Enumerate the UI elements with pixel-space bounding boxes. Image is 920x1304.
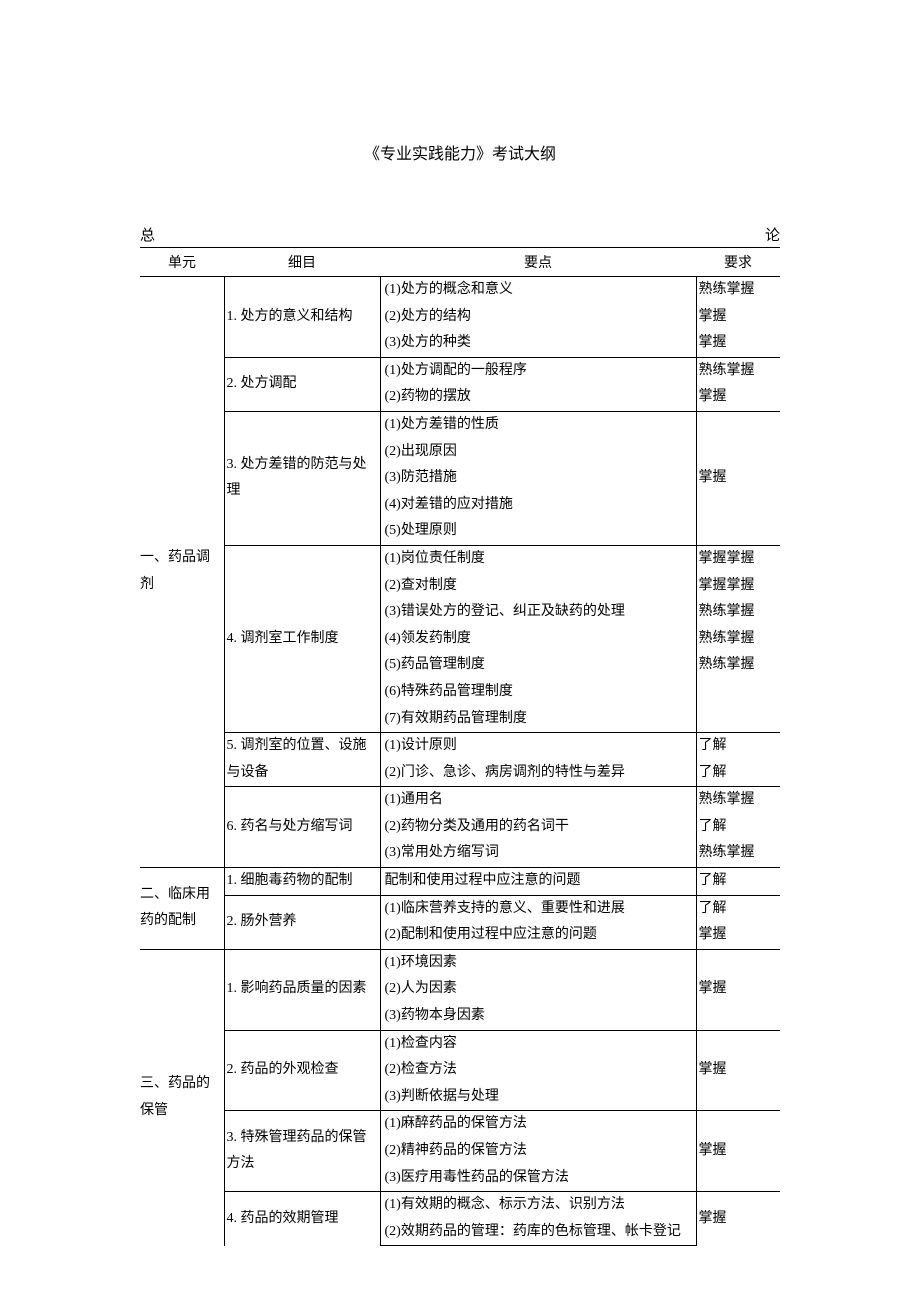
req-cell: 掌握掌握	[696, 573, 780, 600]
point-cell: (2)查对制度	[380, 573, 696, 600]
point-cell: (2)人为因素	[380, 976, 696, 1003]
req-cell	[696, 679, 780, 706]
point-cell: (5)药品管理制度	[380, 652, 696, 679]
point-cell: (1)临床营养支持的意义、重要性和进展	[380, 895, 696, 922]
point-cell: (2)处方的结构	[380, 304, 696, 331]
detail-cell: 4. 药品的效期管理	[224, 1192, 380, 1246]
req-cell: 掌握	[696, 1030, 780, 1111]
table-row: 2. 肠外营养 (1)临床营养支持的意义、重要性和进展 了解	[140, 895, 780, 922]
col-req: 要求	[696, 248, 780, 277]
req-cell: 熟练掌握	[696, 599, 780, 626]
detail-cell: 2. 处方调配	[224, 357, 380, 411]
point-cell: (6)特殊药品管理制度	[380, 679, 696, 706]
req-cell: 掌握	[696, 949, 780, 1030]
req-cell: 掌握	[696, 1192, 780, 1246]
point-cell: (3)处方的种类	[380, 330, 696, 357]
point-cell: (2)出现原因	[380, 439, 696, 466]
table-row: 4. 药品的效期管理 (1)有效期的概念、标示方法、识别方法 掌握	[140, 1192, 780, 1219]
req-cell: 了解	[696, 895, 780, 922]
req-cell	[696, 706, 780, 733]
point-cell: (4)对差错的应对措施	[380, 492, 696, 519]
table-row: 三、药品的保管 1. 影响药品质量的因素 (1)环境因素 掌握	[140, 949, 780, 976]
table-row: 二、临床用药的配制 1. 细胞毒药物的配制 配制和使用过程中应注意的问题 了解	[140, 868, 780, 896]
req-cell: 了解	[696, 868, 780, 896]
req-cell: 掌握	[696, 1111, 780, 1192]
table-row: 2. 药品的外观检查 (1)检查内容 掌握	[140, 1030, 780, 1057]
req-cell: 掌握	[696, 411, 780, 545]
req-cell: 熟练掌握	[696, 626, 780, 653]
point-cell: (1)麻醉药品的保管方法	[380, 1111, 696, 1138]
point-cell: (3)常用处方缩写词	[380, 840, 696, 867]
section-label: 总 论	[140, 224, 780, 245]
detail-cell: 5. 调剂室的位置、设施与设备	[224, 733, 380, 787]
point-cell: (2)检查方法	[380, 1057, 696, 1084]
req-cell: 熟练掌握	[696, 787, 780, 814]
detail-cell: 2. 肠外营养	[224, 895, 380, 949]
syllabus-table: 单元 细目 要点 要求 一、药品调剂 1. 处方的意义和结构 (1)处方的概念和…	[140, 247, 780, 1246]
req-cell: 掌握	[696, 384, 780, 411]
table-row: 4. 调剂室工作制度 (1)岗位责任制度 掌握掌握	[140, 545, 780, 572]
unit-cell: 一、药品调剂	[140, 277, 224, 868]
detail-cell: 4. 调剂室工作制度	[224, 545, 380, 732]
detail-cell: 6. 药名与处方缩写词	[224, 787, 380, 868]
point-cell: (2)门诊、急诊、病房调剂的特性与差异	[380, 760, 696, 787]
point-cell: (1)有效期的概念、标示方法、识别方法	[380, 1192, 696, 1219]
req-cell: 了解	[696, 733, 780, 760]
point-cell: (1)通用名	[380, 787, 696, 814]
detail-cell: 1. 处方的意义和结构	[224, 277, 380, 358]
req-cell: 掌握掌握	[696, 545, 780, 572]
point-cell: (2)药物的摆放	[380, 384, 696, 411]
table-row: 5. 调剂室的位置、设施与设备 (1)设计原则 了解	[140, 733, 780, 760]
col-point: 要点	[380, 248, 696, 277]
detail-cell: 3. 特殊管理药品的保管方法	[224, 1111, 380, 1192]
point-cell: (1)环境因素	[380, 949, 696, 976]
req-cell: 了解	[696, 814, 780, 841]
req-cell: 熟练掌握	[696, 840, 780, 867]
point-cell: (3)判断依据与处理	[380, 1084, 696, 1111]
req-cell: 熟练掌握	[696, 277, 780, 304]
point-cell: (1)处方调配的一般程序	[380, 357, 696, 384]
point-cell: (2)效期药品的管理：药库的色标管理、帐卡登记	[380, 1219, 696, 1246]
point-cell: (3)防范措施	[380, 465, 696, 492]
table-row: 2. 处方调配 (1)处方调配的一般程序 熟练掌握	[140, 357, 780, 384]
req-cell: 掌握	[696, 330, 780, 357]
detail-cell: 3. 处方差错的防范与处理	[224, 411, 380, 545]
req-cell: 掌握	[696, 304, 780, 331]
point-cell: (1)处方差错的性质	[380, 411, 696, 438]
point-cell: (1)设计原则	[380, 733, 696, 760]
document-page: 《专业实践能力》考试大纲 总 论 单元 细目 要点 要求 一、药品调剂 1. 处…	[0, 140, 920, 1246]
req-cell: 掌握	[696, 922, 780, 949]
table-row: 3. 处方差错的防范与处理 (1)处方差错的性质 掌握	[140, 411, 780, 438]
req-cell: 熟练掌握	[696, 652, 780, 679]
detail-cell: 2. 药品的外观检查	[224, 1030, 380, 1111]
point-cell: 配制和使用过程中应注意的问题	[380, 868, 696, 896]
table-row: 3. 特殊管理药品的保管方法 (1)麻醉药品的保管方法 掌握	[140, 1111, 780, 1138]
unit-cell: 三、药品的保管	[140, 949, 224, 1246]
table-row: 一、药品调剂 1. 处方的意义和结构 (1)处方的概念和意义 熟练掌握	[140, 277, 780, 304]
req-cell: 了解	[696, 760, 780, 787]
point-cell: (2)配制和使用过程中应注意的问题	[380, 922, 696, 949]
detail-cell: 1. 影响药品质量的因素	[224, 949, 380, 1030]
point-cell: (7)有效期药品管理制度	[380, 706, 696, 733]
table-header-row: 单元 细目 要点 要求	[140, 248, 780, 277]
point-cell: (3)药物本身因素	[380, 1003, 696, 1030]
detail-cell: 1. 细胞毒药物的配制	[224, 868, 380, 896]
section-right: 论	[765, 224, 780, 245]
point-cell: (4)领发药制度	[380, 626, 696, 653]
table-row: 6. 药名与处方缩写词 (1)通用名 熟练掌握	[140, 787, 780, 814]
col-unit: 单元	[140, 248, 224, 277]
point-cell: (2)精神药品的保管方法	[380, 1138, 696, 1165]
point-cell: (1)处方的概念和意义	[380, 277, 696, 304]
point-cell: (3)医疗用毒性药品的保管方法	[380, 1165, 696, 1192]
req-cell: 熟练掌握	[696, 357, 780, 384]
page-title: 《专业实践能力》考试大纲	[0, 140, 920, 164]
point-cell: (2)药物分类及通用的药名词干	[380, 814, 696, 841]
point-cell: (1)岗位责任制度	[380, 545, 696, 572]
unit-cell: 二、临床用药的配制	[140, 868, 224, 950]
section-left: 总	[140, 224, 155, 245]
point-cell: (5)处理原则	[380, 518, 696, 545]
col-detail: 细目	[224, 248, 380, 277]
point-cell: (3)错误处方的登记、纠正及缺药的处理	[380, 599, 696, 626]
point-cell: (1)检查内容	[380, 1030, 696, 1057]
